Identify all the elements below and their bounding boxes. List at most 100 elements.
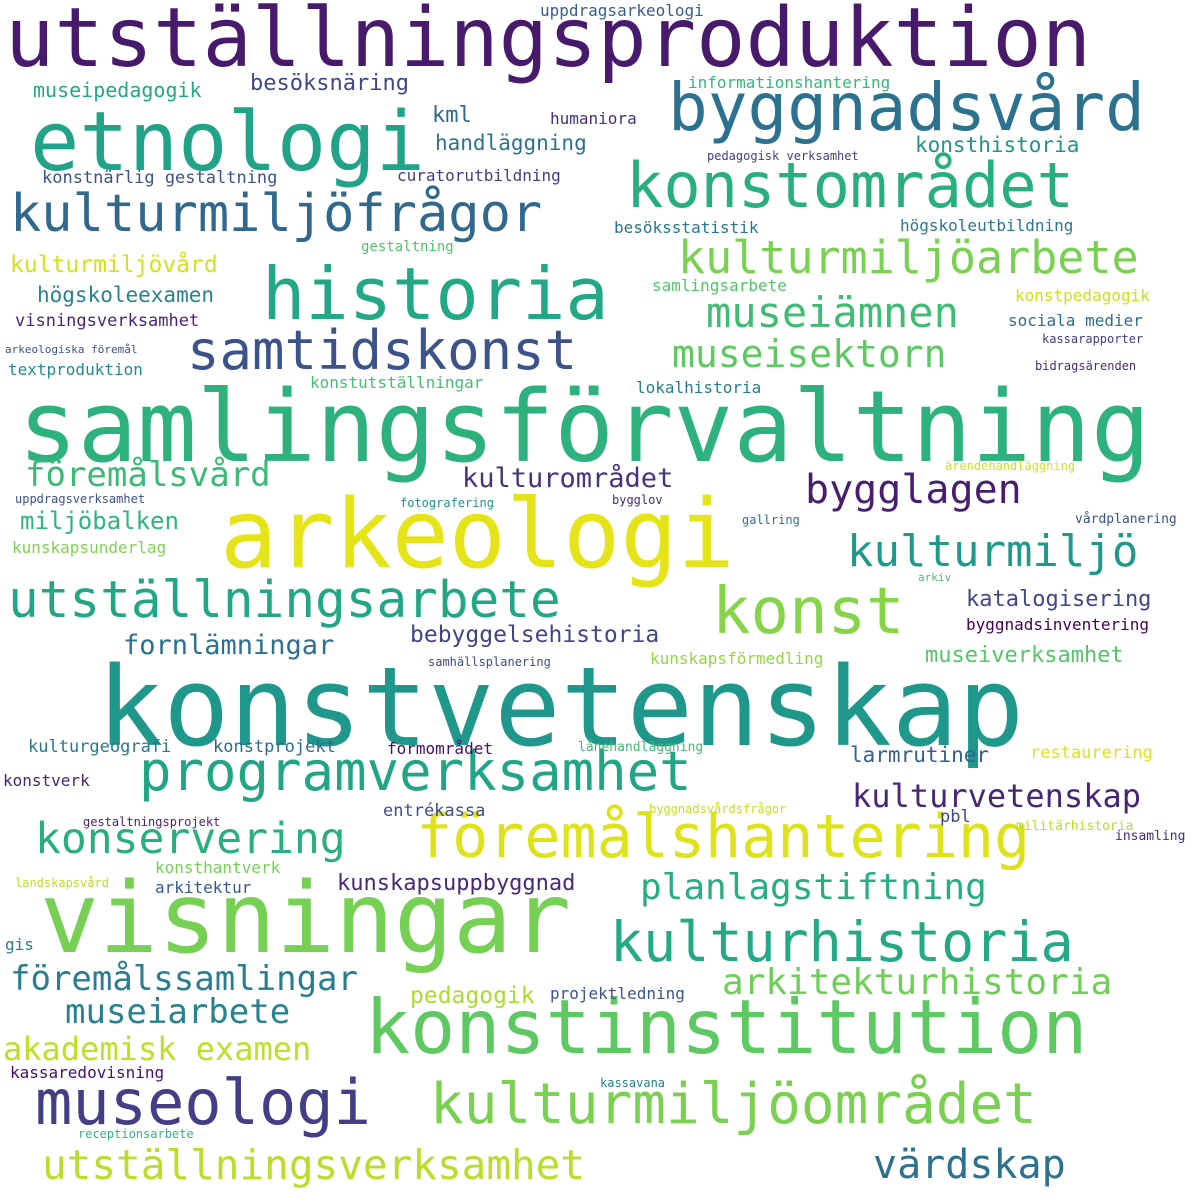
word-samlingsarbete: samlingsarbete	[652, 276, 787, 295]
word-visningar: visningar	[40, 862, 572, 976]
word-hogskoleutbildning: högskoleutbildning	[900, 216, 1074, 235]
word-konservering: konservering	[35, 814, 346, 864]
word-byggnadsvard: byggnadsvård	[668, 69, 1145, 146]
word-museiarbete: museiarbete	[65, 992, 291, 1032]
word-curatorutbildning: curatorutbildning	[397, 166, 561, 185]
word-arkitektur: arkitektur	[155, 878, 252, 897]
word-samhallsplanering: samhällsplanering	[428, 655, 551, 669]
word-textproduktion: textproduktion	[8, 360, 143, 379]
word-programverksamhet: programverksamhet	[139, 740, 692, 803]
word-foremalssamlingar: föremålssamlingar	[10, 959, 358, 999]
word-konstnarlig-gestaltning: konstnärlig gestaltning	[42, 168, 278, 188]
word-visningsverksamhet: visningsverksamhet	[15, 311, 200, 331]
word-kulturmiljoomradet: kulturmiljöområdet	[430, 1072, 1037, 1137]
word-arkiv: arkiv	[918, 571, 952, 584]
word-projektledning: projektledning	[550, 984, 685, 1003]
word-militarhistoria: militärhistoria	[1016, 819, 1134, 834]
word-besoksstatistik: besöksstatistik	[614, 218, 759, 237]
word-gallring: gallring	[742, 513, 800, 527]
word-foremalshantering: föremålshantering	[416, 802, 1031, 872]
word-miljobalken: miljöbalken	[20, 507, 179, 535]
word-pedagogisk-verksamhet: pedagogisk verksamhet	[707, 149, 859, 163]
word-kunskapsunderlag: kunskapsunderlag	[12, 538, 167, 557]
word-konstvetenskap: konstvetenskap	[97, 643, 1025, 771]
word-arkitekturhistoria: arkitekturhistoria	[722, 962, 1113, 1003]
word-uppdragsverksamhet: uppdragsverksamhet	[15, 492, 146, 506]
word-planlagstiftning: planlagstiftning	[640, 867, 987, 908]
word-lokalhistoria: lokalhistoria	[636, 378, 762, 397]
word-hogskoleexamen: högskoleexamen	[37, 283, 215, 307]
word-museisektorn: museisektorn	[672, 332, 947, 376]
word-pedagogik: pedagogik	[410, 983, 535, 1009]
word-byggnadsvardsfragor: byggnadsvårdsfrågor	[649, 802, 787, 816]
word-museiamnen: museiämnen	[706, 288, 959, 337]
word-vardskap: värdskap	[873, 1142, 1066, 1188]
word-akademisk-examen: akademisk examen	[3, 1030, 312, 1068]
word-uppdragsarkeologi: uppdragsarkeologi	[540, 1, 704, 20]
word-kulturmiljovard: kulturmiljövård	[10, 252, 218, 278]
word-arendehandlaggning: ärendehandläggning	[945, 459, 1076, 473]
word-konstutstallningar: konstutställningar	[310, 373, 484, 392]
word-etnologi: etnologi	[30, 95, 425, 190]
word-informationshantering: informationshantering	[688, 73, 891, 92]
word-larmrutiner: larmrutiner	[850, 743, 990, 767]
word-humaniora: humaniora	[550, 109, 637, 128]
word-handlaggning: handläggning	[435, 131, 587, 155]
word-kulturmiljofragor: kulturmiljöfrågor	[10, 184, 543, 244]
word-bygglagen: bygglagen	[805, 467, 1022, 513]
word-konst: konst	[712, 575, 905, 649]
word-kunskapsuppbyggnad: kunskapsuppbyggnad	[337, 871, 576, 896]
word-kassaredovisning: kassaredovisning	[10, 1063, 165, 1082]
word-konsthantverk: konsthantverk	[155, 858, 281, 877]
word-byggnadsinventering: byggnadsinventering	[966, 615, 1150, 634]
word-gestaltningsprojekt: gestaltningsprojekt	[83, 815, 221, 829]
word-restaurering: restaurering	[1030, 743, 1153, 763]
word-pbl: pbl	[940, 807, 971, 827]
word-konstomradet: konstområdet	[626, 149, 1074, 222]
word-museipedagogik: museipedagogik	[33, 78, 202, 102]
word-konstinstitution: konstinstitution	[365, 983, 1088, 1071]
word-foremalsvard: föremålsvård	[25, 455, 271, 495]
word-besoksnaring: besöksnäring	[250, 71, 409, 96]
word-formomradet: formområdet	[387, 739, 493, 758]
word-kassavana: kassavana	[600, 1076, 666, 1090]
word-kulturhistoria: kulturhistoria	[610, 910, 1074, 974]
word-katalogisering: katalogisering	[966, 587, 1152, 612]
word-gis: gis	[5, 935, 34, 954]
word-bidragsarenden: bidragsärenden	[1035, 359, 1137, 373]
word-samlingsforvaltning: samlingsförvaltning	[18, 370, 1151, 485]
word-kunskapsformedling: kunskapsförmedling	[650, 649, 824, 668]
word-gestaltning: gestaltning	[361, 239, 454, 255]
word-utstallningsverksamhet: utställningsverksamhet	[42, 1141, 586, 1189]
word-utstallningsproduktion: utställningsproduktion	[5, 0, 1092, 86]
word-lanehandlaggning: lånehandläggning	[578, 740, 704, 755]
word-bebyggelsehistoria: bebyggelsehistoria	[410, 622, 660, 648]
word-konstprojekt: konstprojekt	[213, 737, 336, 757]
word-konstpedagogik: konstpedagogik	[1015, 286, 1150, 305]
word-fornlamningar: fornlämningar	[123, 630, 335, 661]
word-kulturmiljoarbete: kulturmiljöarbete	[678, 231, 1139, 284]
word-historia: historia	[262, 252, 609, 336]
word-konsthistoria: konsthistoria	[915, 133, 1080, 157]
word-samtidskonst: samtidskonst	[187, 319, 578, 382]
word-sociala-medier: sociala medier	[1008, 311, 1143, 330]
word-fotografering: fotografering	[400, 496, 494, 510]
word-landskapsvard: landskapsvård	[15, 876, 109, 890]
word-konstverk: konstverk	[3, 771, 90, 790]
word-vardplanering: vårdplanering	[1075, 512, 1177, 527]
word-arkeologi: arkeologi	[220, 480, 735, 590]
word-insamling: insamling	[1115, 829, 1186, 844]
word-kassarapporter: kassarapporter	[1042, 332, 1144, 346]
word-kulturomradet: kulturområdet	[462, 463, 674, 494]
word-entrekassa: entrékassa	[383, 801, 486, 821]
word-utstallningsarbete: utställningsarbete	[8, 571, 561, 630]
word-kulturmiljo: kulturmiljö	[847, 526, 1139, 577]
word-bygglov: bygglov	[612, 493, 663, 507]
word-kulturgeografi: kulturgeografi	[28, 737, 172, 757]
word-kml: kml	[432, 103, 472, 128]
word-receptionsarbete: receptionsarbete	[78, 1127, 194, 1141]
word-arkeologiska-foremal: arkeologiska föremål	[5, 343, 138, 356]
word-museologi: museologi	[35, 1066, 371, 1139]
word-kulturvetenskap: kulturvetenskap	[852, 777, 1141, 815]
